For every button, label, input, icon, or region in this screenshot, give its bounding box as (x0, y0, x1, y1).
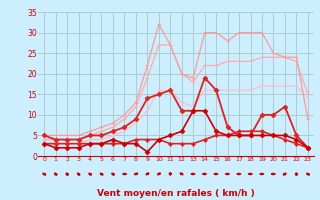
Text: Vent moyen/en rafales ( km/h ): Vent moyen/en rafales ( km/h ) (97, 189, 255, 198)
